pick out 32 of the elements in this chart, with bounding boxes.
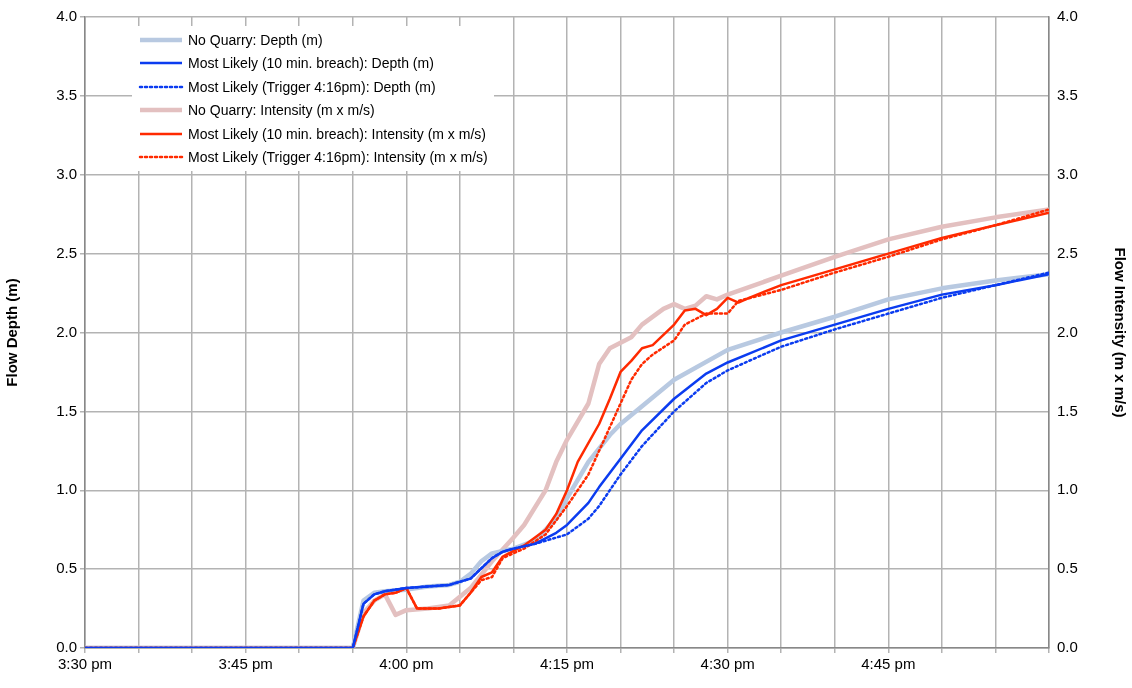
y2-tick-label: 1.5 [1057,401,1078,419]
legend-label: Most Likely (10 min. breach): Depth (m) [188,55,434,72]
y-tick-label: 3.5 [56,86,77,104]
x-tick-label: 3:30 pm [57,655,113,673]
x-tick-label: 4:45 pm [861,655,916,673]
legend-label: Most Likely (Trigger 4:16pm): Intensity (m x m/s) [188,149,488,166]
legend-label: No Quarry: Depth (m) [188,31,323,48]
y2-tick-label: 1.0 [1057,480,1078,498]
y2-axis-title: Flow Intensity (m x m/s) [1111,247,1129,418]
x-tick-label: 4:15 pm [539,655,595,673]
y-tick-label: 3.0 [56,164,77,182]
y-tick-label: 1.5 [56,401,77,419]
y2-tick-label: 0.5 [1057,559,1078,577]
legend-label: Most Likely (10 min. breach): Intensity (m x m/s) [188,125,486,142]
y2-tick-label: 2.0 [1057,322,1078,340]
legend-label: Most Likely (Trigger 4:16pm): Depth (m) [188,78,436,95]
y-tick-label: 0.0 [56,638,77,656]
y2-tick-label: 4.0 [1057,7,1078,25]
x-tick-label: 4:00 pm [379,655,434,673]
y2-tick-label: 2.5 [1057,243,1078,261]
x-tick-label: 4:30 pm [700,655,755,673]
y2-tick-label: 3.5 [1057,86,1078,104]
y-tick-label: 1.0 [56,480,77,498]
y-tick-label: 0.5 [56,559,77,577]
y2-tick-label: 0.0 [1057,638,1078,656]
legend-label: No Quarry: Intensity (m x m/s) [188,102,375,119]
y2-tick-label: 3.0 [1057,164,1078,182]
y-tick-label: 2.5 [56,243,77,261]
x-tick-label: 3:45 pm [218,655,273,673]
y-axis-title: Flow Depth (m) [3,278,21,387]
y-tick-label: 4.0 [56,7,77,25]
y-tick-label: 2.0 [56,322,77,340]
